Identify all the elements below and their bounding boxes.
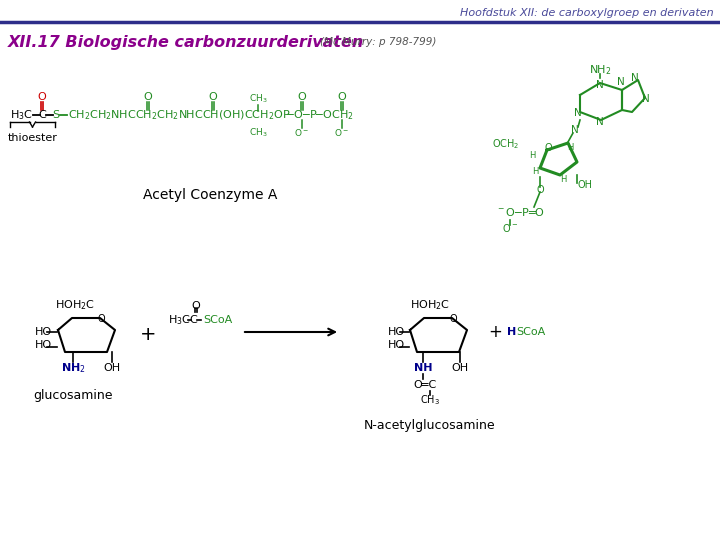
Text: CH$_3$: CH$_3$ <box>420 393 440 407</box>
Text: +: + <box>140 326 156 345</box>
Text: $^-$O─P═O: $^-$O─P═O <box>496 206 545 218</box>
Text: glucosamine: glucosamine <box>33 388 113 402</box>
Text: H: H <box>567 144 573 152</box>
Text: HO: HO <box>35 340 52 350</box>
Text: CH$_3$: CH$_3$ <box>248 127 267 139</box>
Text: N: N <box>596 80 604 90</box>
Text: OH: OH <box>578 180 593 190</box>
Text: HO: HO <box>35 327 52 337</box>
Text: H: H <box>507 327 516 337</box>
Text: thioester: thioester <box>8 133 58 143</box>
Text: NH: NH <box>414 363 432 373</box>
Text: O: O <box>192 301 200 311</box>
Text: HO: HO <box>388 340 405 350</box>
Text: CH$_2$CH$_2$NHCCH$_2$CH$_2$NHCCH(OH)CCH$_2$OP$\!$─O─P─OCH$_2$: CH$_2$CH$_2$NHCCH$_2$CH$_2$NHCCH(OH)CCH$… <box>68 108 354 122</box>
Text: C: C <box>189 315 197 325</box>
Text: O$^-$: O$^-$ <box>335 127 349 138</box>
Text: NH$_2$: NH$_2$ <box>60 361 85 375</box>
Text: O: O <box>338 92 346 102</box>
Text: N: N <box>642 94 650 104</box>
Text: O: O <box>544 143 552 153</box>
Text: OH: OH <box>104 363 120 373</box>
Text: O: O <box>37 92 46 102</box>
Text: NH$_2$: NH$_2$ <box>589 63 611 77</box>
Text: SCoA: SCoA <box>516 327 545 337</box>
Text: Acetyl Coenzyme A: Acetyl Coenzyme A <box>143 188 277 202</box>
Text: H$_3$C: H$_3$C <box>168 313 191 327</box>
Text: O: O <box>143 92 153 102</box>
Text: OH: OH <box>451 363 469 373</box>
Text: O$^-$: O$^-$ <box>502 222 518 234</box>
Text: HOH$_2$C: HOH$_2$C <box>410 298 450 312</box>
Text: HOH$_2$C: HOH$_2$C <box>55 298 95 312</box>
Text: HO: HO <box>388 327 405 337</box>
Text: XII.17 Biologische carbonzuurderivaten: XII.17 Biologische carbonzuurderivaten <box>8 35 364 50</box>
Text: H$_3$C: H$_3$C <box>10 108 33 122</box>
Text: H: H <box>528 151 535 159</box>
Text: O: O <box>449 314 456 324</box>
Text: N: N <box>617 77 625 87</box>
Text: (Mc Murry: p 798-799): (Mc Murry: p 798-799) <box>320 37 436 47</box>
Text: O: O <box>297 92 307 102</box>
Text: OCH$_2$: OCH$_2$ <box>492 137 519 151</box>
Text: O: O <box>536 185 544 195</box>
Text: O: O <box>209 92 217 102</box>
Text: O$^-$: O$^-$ <box>294 127 310 138</box>
Text: C: C <box>38 110 46 120</box>
Text: O═C: O═C <box>413 380 436 390</box>
Text: CH$_3$: CH$_3$ <box>248 93 267 105</box>
Text: Hoofdstuk XII: de carboxylgroep en derivaten: Hoofdstuk XII: de carboxylgroep en deriv… <box>460 8 714 18</box>
Text: N: N <box>631 73 639 83</box>
Text: N: N <box>574 108 582 118</box>
Text: N: N <box>596 117 604 127</box>
Text: +: + <box>488 323 502 341</box>
Text: N: N <box>571 125 579 135</box>
Text: SCoA: SCoA <box>203 315 233 325</box>
Text: O: O <box>97 314 105 324</box>
Text: H: H <box>532 167 538 177</box>
Text: H: H <box>560 176 566 185</box>
Text: N-acetylglucosamine: N-acetylglucosamine <box>364 418 496 431</box>
Text: S: S <box>53 110 60 120</box>
